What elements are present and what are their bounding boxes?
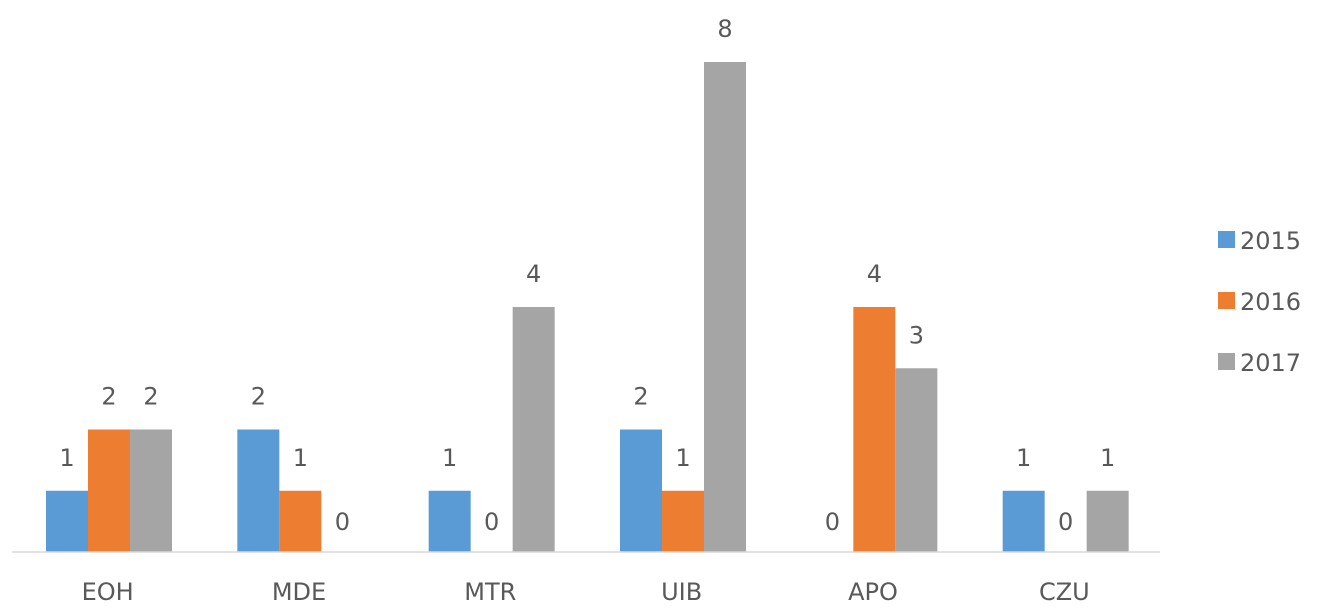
data-label-eoh-2016: 2 xyxy=(101,383,116,411)
bar-mtr-2015 xyxy=(428,490,471,552)
data-label-eoh-2015: 1 xyxy=(59,444,74,472)
bar-mtr-2017 xyxy=(512,307,555,552)
data-label-eoh-2017: 2 xyxy=(143,383,158,411)
bar-eoh-2015 xyxy=(46,490,88,552)
bar-eoh-2016 xyxy=(88,429,130,552)
legend: 2015 2016 2017 xyxy=(1218,227,1301,377)
data-label-uib-2015: 2 xyxy=(633,383,648,411)
data-label-czu-2016: 0 xyxy=(1058,508,1073,536)
bar-eoh-2017 xyxy=(130,429,172,552)
bar-czu-2015 xyxy=(1002,490,1045,552)
bar-apo-2016 xyxy=(853,307,896,552)
legend-label-2017: 2017 xyxy=(1240,349,1301,377)
legend-label-2016: 2016 xyxy=(1240,288,1301,316)
data-label-mtr-2017: 4 xyxy=(526,260,541,288)
data-label-apo-2016: 4 xyxy=(867,260,882,288)
category-labels-layer: EOH MDE MTR UIB APO CZU xyxy=(82,578,1090,606)
category-label-uib: UIB xyxy=(661,578,702,606)
data-label-mde-2016: 1 xyxy=(293,444,308,472)
bar-apo-2017 xyxy=(895,368,938,552)
legend-swatch-2016 xyxy=(1218,292,1235,309)
data-label-mde-2017: 0 xyxy=(335,508,350,536)
data-label-mtr-2015: 1 xyxy=(442,444,457,472)
legend-label-2015: 2015 xyxy=(1240,227,1301,255)
bar-uib-2015 xyxy=(620,429,662,552)
legend-swatch-2015 xyxy=(1218,231,1235,248)
data-label-czu-2017: 1 xyxy=(1100,444,1115,472)
data-label-apo-2015: 0 xyxy=(825,508,840,536)
category-label-apo: APO xyxy=(848,578,898,606)
data-label-apo-2017: 3 xyxy=(909,321,924,349)
category-label-czu: CZU xyxy=(1039,578,1090,606)
data-label-uib-2017: 8 xyxy=(717,15,732,43)
data-label-mde-2015: 2 xyxy=(251,383,266,411)
data-label-czu-2015: 1 xyxy=(1016,444,1031,472)
bar-czu-2017 xyxy=(1086,490,1129,552)
category-label-mde: MDE xyxy=(272,578,326,606)
data-label-uib-2016: 1 xyxy=(675,444,690,472)
bar-uib-2016 xyxy=(662,490,704,552)
category-label-mtr: MTR xyxy=(464,578,516,606)
bar-mde-2016 xyxy=(279,490,322,552)
bars-layer xyxy=(46,62,1129,552)
bar-mde-2015 xyxy=(237,429,280,552)
category-label-eoh: EOH xyxy=(82,578,134,606)
bar-uib-2017 xyxy=(704,62,746,552)
data-label-mtr-2016: 0 xyxy=(484,508,499,536)
legend-swatch-2017 xyxy=(1218,353,1235,370)
